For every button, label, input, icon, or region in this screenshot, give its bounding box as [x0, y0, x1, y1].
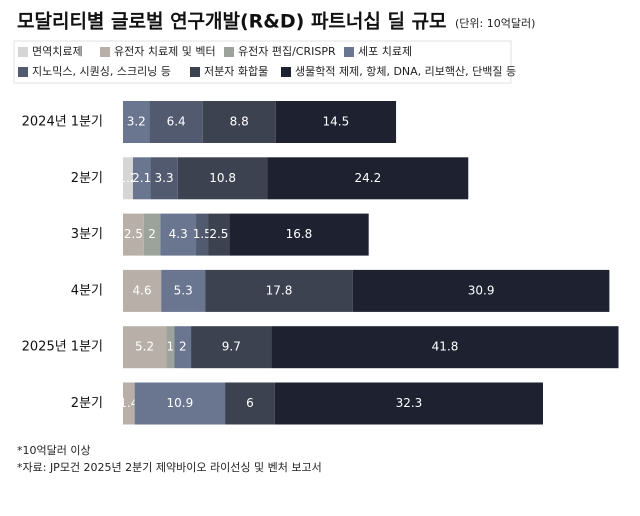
- legend-label: 면역치료제: [32, 45, 83, 58]
- y-tick-label: 2분기: [71, 396, 103, 411]
- bar-segment: [150, 157, 178, 200]
- bar-segment: [229, 213, 369, 256]
- data-label: 30.9: [468, 283, 495, 297]
- legend-swatch: [100, 47, 110, 57]
- note: *10억달러 이상: [17, 444, 91, 457]
- legend-label: 유전자 편집/CRISPR: [238, 45, 336, 58]
- data-label: 24.2: [354, 171, 381, 185]
- bar-segment: [202, 101, 276, 143]
- bar-segment: [267, 157, 469, 200]
- bar-segment: [275, 101, 397, 143]
- data-label: 2: [148, 227, 156, 241]
- bar-segment: [123, 269, 162, 312]
- legend-label: 지노믹스, 시퀀싱, 스크리닝 등: [32, 65, 171, 78]
- y-tick-label: 2025년 1분기: [22, 340, 103, 355]
- bar-segment: [274, 382, 543, 425]
- legend-swatch: [18, 47, 28, 57]
- bar-segment: [123, 326, 167, 369]
- bar-segment: [160, 213, 197, 256]
- data-label: 1.2: [118, 171, 137, 185]
- data-label: 3.3: [155, 171, 174, 185]
- data-label: 10.9: [166, 396, 193, 410]
- data-label: 8.8: [230, 115, 249, 129]
- data-label: 2.5: [124, 227, 143, 241]
- bar-segment: [205, 269, 353, 312]
- bar-segment: [143, 213, 161, 256]
- data-label: 14.5: [323, 115, 350, 129]
- data-label: 2.1: [132, 171, 151, 185]
- data-label: 1.5: [193, 227, 212, 241]
- data-label: 1: [166, 340, 174, 354]
- bar-segment: [271, 326, 619, 369]
- legend-label: 저분자 화합물: [204, 65, 268, 78]
- data-label: 2: [179, 340, 187, 354]
- legend-label: 생물학적 제제, 항체, DNA, 리보핵산, 단백질 등: [295, 65, 516, 78]
- legend-swatch: [344, 47, 354, 57]
- data-label: 16.8: [286, 227, 313, 241]
- bar-segment: [132, 157, 151, 200]
- bar-segment: [134, 382, 226, 425]
- y-tick-label: 2분기: [71, 171, 103, 186]
- data-label: 9.7: [222, 340, 241, 354]
- legend-label: 세포 치료제: [358, 45, 412, 58]
- legend-label: 유전자 치료제 및 벡터: [114, 45, 216, 58]
- data-label: 3.2: [127, 115, 146, 129]
- bar-segment: [149, 101, 203, 143]
- data-label: 1.4: [119, 396, 138, 410]
- data-label: 4.6: [133, 283, 152, 297]
- bar-segment: [161, 269, 206, 312]
- data-label: 41.8: [432, 340, 459, 354]
- bar-segment: [352, 269, 610, 312]
- y-tick-label: 4분기: [71, 283, 103, 298]
- y-tick-label: 2024년 1분기: [22, 115, 103, 130]
- bar-segment: [123, 213, 144, 256]
- bar-segment: [123, 101, 150, 143]
- data-label: 17.8: [266, 283, 293, 297]
- data-label: 5.3: [174, 283, 193, 297]
- legend-swatch: [224, 47, 234, 57]
- bar-segment: [196, 213, 209, 256]
- bar-segment: [191, 326, 272, 369]
- data-label: 6.4: [167, 115, 186, 129]
- data-label: 32.3: [396, 396, 423, 410]
- data-label: 2.5: [209, 227, 228, 241]
- bar-segment: [123, 157, 133, 200]
- legend-swatch: [18, 67, 28, 77]
- bar-segment: [123, 382, 135, 425]
- legend-box: [13, 40, 512, 84]
- chart-subtitle: (단위: 10억달러): [455, 17, 535, 30]
- bar-segment: [166, 326, 175, 369]
- legend-swatch: [281, 67, 291, 77]
- bar-segment: [225, 382, 275, 425]
- chart-title: 모달리티별 글로벌 연구개발(R&D) 파트너십 딜 규모: [17, 11, 447, 33]
- data-label: 6: [246, 396, 254, 410]
- bar-segment: [208, 213, 230, 256]
- bar-segment: [177, 157, 268, 200]
- data-label: 10.8: [209, 171, 236, 185]
- legend-swatch: [190, 67, 200, 77]
- y-tick-label: 3분기: [71, 227, 103, 242]
- data-label: 5.2: [135, 340, 154, 354]
- note: *자료: JP모건 2025년 2분기 제약바이오 라이선싱 및 벤처 보고서: [17, 460, 322, 474]
- bar-segment: [174, 326, 192, 369]
- data-label: 4.3: [169, 227, 188, 241]
